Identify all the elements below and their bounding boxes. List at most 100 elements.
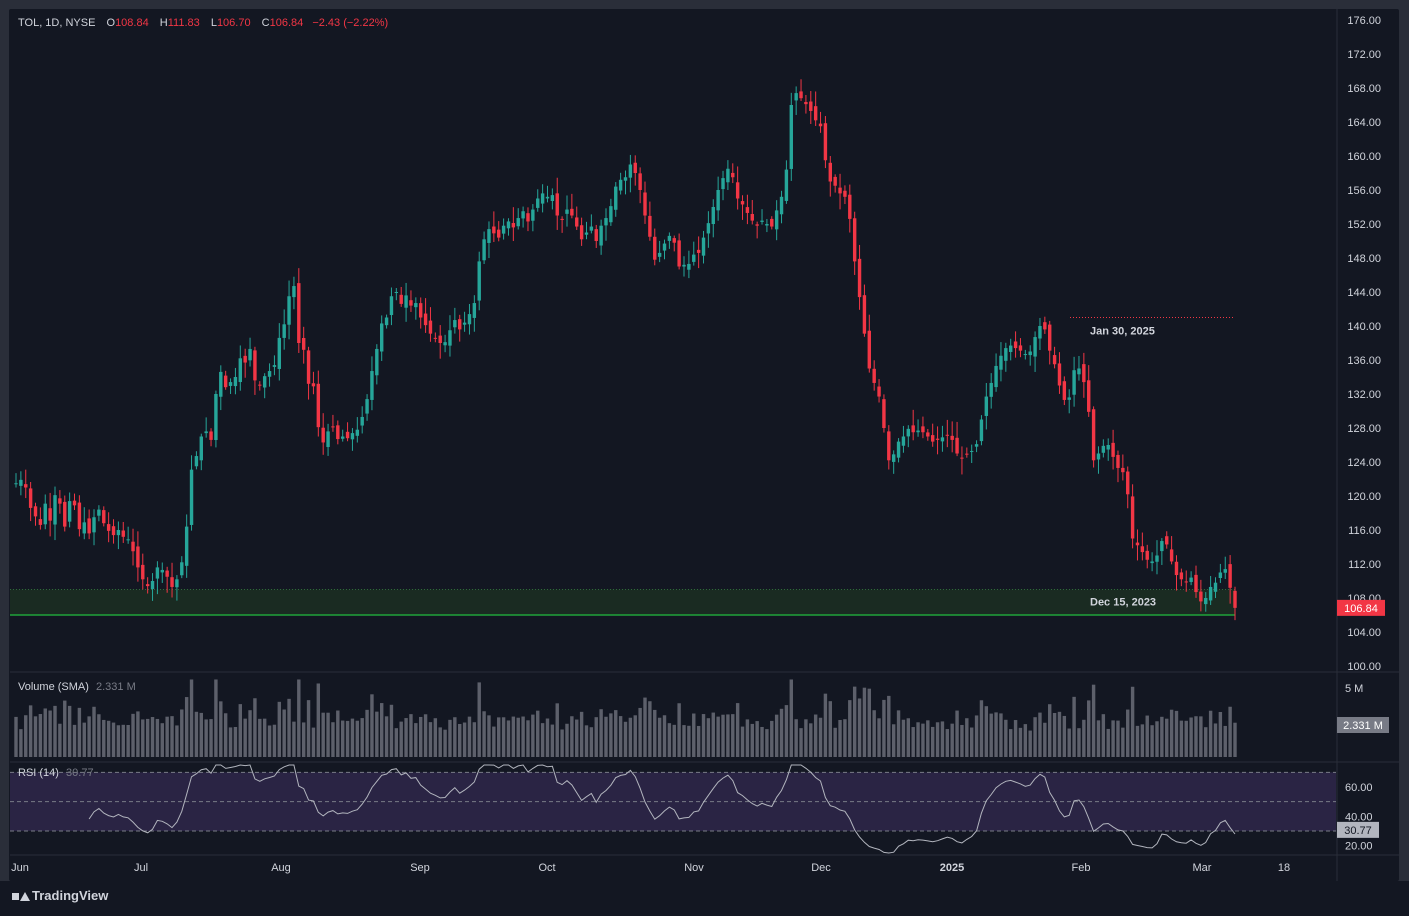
candle-body xyxy=(360,416,364,426)
candle-body xyxy=(233,377,238,387)
candle-body xyxy=(653,236,657,260)
candle-body xyxy=(219,371,223,397)
candles[interactable] xyxy=(14,79,1237,621)
volume-bar xyxy=(1111,720,1115,757)
volume-bar xyxy=(306,700,311,757)
candle-body xyxy=(916,430,920,433)
price-tick-label: 176.00 xyxy=(1347,15,1381,27)
candle-body xyxy=(355,429,360,436)
rsi-value: 30.77 xyxy=(66,767,94,779)
candle-body xyxy=(199,436,203,461)
volume-bar xyxy=(209,719,213,757)
volume-bar xyxy=(809,723,813,757)
volume-bar xyxy=(838,719,842,757)
candle-body xyxy=(19,479,23,486)
volume-bar xyxy=(419,716,423,757)
volume-bar xyxy=(258,718,262,757)
candle-body xyxy=(662,243,667,251)
price-tick-label: 148.00 xyxy=(1347,253,1381,265)
volume-bar xyxy=(375,711,379,757)
price-tick-label: 116.00 xyxy=(1348,525,1381,537)
rsi-legend: RSI (14) 30.77 xyxy=(18,767,94,779)
volume-bar xyxy=(497,717,501,757)
volume-bar xyxy=(526,720,530,757)
volume-bar xyxy=(1091,684,1096,757)
candle-body xyxy=(984,396,989,416)
candle-body xyxy=(628,164,633,178)
candle-body xyxy=(370,371,374,400)
volume-bar xyxy=(1140,724,1145,757)
candle-body xyxy=(565,209,569,214)
candle-body xyxy=(570,208,574,216)
volume-bar xyxy=(1189,717,1193,757)
volume-bar xyxy=(945,729,950,757)
candle-body xyxy=(1126,471,1130,495)
candle-body xyxy=(1008,345,1013,352)
candle-body xyxy=(419,303,423,318)
candle-body xyxy=(867,330,872,369)
open-value: 108.84 xyxy=(115,17,149,29)
volume-bar xyxy=(160,723,164,757)
volume-value-label: 2.331 M xyxy=(1343,720,1383,732)
candle-body xyxy=(692,254,696,262)
candle-body xyxy=(882,399,886,428)
candle-body xyxy=(106,524,111,531)
tradingview-logo[interactable]: TradingView xyxy=(12,888,108,903)
volume-bar xyxy=(404,718,408,757)
volume-bar xyxy=(189,679,194,757)
volume-bar xyxy=(784,705,789,757)
volume-bar xyxy=(370,694,374,757)
candle-body xyxy=(521,211,525,219)
volume-bar xyxy=(82,722,86,757)
candle-body xyxy=(1204,598,1208,605)
volume-bar xyxy=(1018,727,1023,757)
volume-bar xyxy=(155,718,160,757)
candle-body xyxy=(1223,569,1227,573)
volume-bar xyxy=(1048,704,1052,757)
volume-bar xyxy=(126,725,130,757)
candle-body xyxy=(175,579,179,588)
volume-bar xyxy=(1082,719,1086,757)
candle-body xyxy=(194,456,199,467)
volume-bar xyxy=(321,712,325,757)
candle-body xyxy=(1213,582,1218,592)
candle-body xyxy=(1150,561,1154,564)
candle-body xyxy=(1155,555,1159,562)
volume-bar xyxy=(555,703,559,757)
candle-body xyxy=(1067,397,1071,400)
candle-body xyxy=(735,182,740,199)
volume-bar xyxy=(1204,727,1208,757)
volume-bar xyxy=(1169,709,1174,757)
candle-body xyxy=(287,296,291,325)
volume-bar xyxy=(965,718,969,757)
volume-bar xyxy=(1116,720,1120,757)
volume-bar xyxy=(14,716,18,757)
volume-bar xyxy=(1004,719,1008,757)
candle-body xyxy=(277,337,282,369)
price-tick-label: 136.00 xyxy=(1347,355,1381,367)
volume-bar xyxy=(794,719,798,757)
volume-bar xyxy=(657,717,662,757)
volume-bar xyxy=(379,703,384,757)
candle-body xyxy=(1111,442,1115,457)
candle-body xyxy=(43,503,47,525)
candle-body xyxy=(579,225,584,240)
volume-bar xyxy=(1165,718,1169,757)
price-tick-label: 152.00 xyxy=(1347,219,1381,231)
volume-bar xyxy=(716,716,720,757)
volume-bar xyxy=(1101,714,1106,757)
volume-bar xyxy=(336,710,340,757)
candle-body xyxy=(838,187,842,194)
candle-body xyxy=(940,437,945,442)
volume-bar xyxy=(857,698,862,757)
volume-bar xyxy=(428,722,433,757)
volume-bar xyxy=(67,705,72,757)
volume-bar xyxy=(575,719,579,757)
volume-bar xyxy=(969,727,974,757)
candle-body xyxy=(1062,381,1067,400)
volume-bar xyxy=(238,704,243,757)
volume-bar xyxy=(58,723,62,757)
volume-bar xyxy=(63,700,67,757)
volume-bar xyxy=(111,722,116,757)
